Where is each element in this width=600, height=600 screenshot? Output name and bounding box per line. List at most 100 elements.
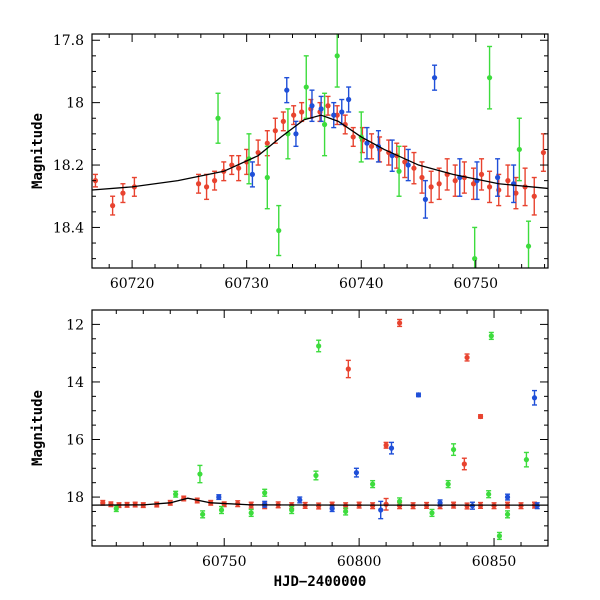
data-point: [216, 494, 222, 501]
marker: [100, 500, 106, 506]
marker: [216, 494, 222, 500]
marker: [431, 75, 438, 81]
marker: [173, 491, 179, 497]
top-axes-frame: [91, 33, 549, 269]
data-point: [108, 501, 114, 508]
marker: [325, 103, 331, 109]
data-point: [343, 507, 349, 516]
marker: [321, 121, 328, 128]
marker: [402, 159, 408, 165]
marker: [523, 457, 530, 463]
marker: [299, 109, 305, 115]
data-point: [474, 161, 480, 201]
data-point: [516, 117, 522, 182]
data-point: [316, 339, 322, 353]
data-point: [428, 170, 434, 204]
marker: [339, 109, 345, 115]
data-point: [486, 45, 493, 110]
data-point: [472, 226, 478, 268]
marker: [120, 190, 126, 196]
bottom-y-axis-title: Magnitude: [30, 390, 46, 466]
marker: [272, 128, 278, 134]
y-tick-label: 18.2: [53, 158, 84, 174]
data-point: [297, 496, 303, 504]
data-point: [113, 505, 119, 513]
marker: [450, 446, 457, 453]
marker: [477, 413, 484, 420]
data-point: [331, 101, 337, 129]
data-point: [457, 158, 463, 197]
data-point: [276, 204, 282, 257]
marker: [396, 320, 403, 326]
marker: [513, 190, 519, 196]
marker: [264, 174, 270, 181]
data-point: [110, 195, 116, 216]
data-point: [396, 497, 403, 506]
marker: [215, 115, 221, 121]
marker: [350, 134, 356, 140]
data-point: [383, 441, 389, 449]
data-point: [303, 55, 309, 119]
data-point: [195, 173, 202, 194]
marker: [316, 503, 322, 509]
marker: [486, 75, 493, 81]
y-tick-label: 18: [66, 96, 84, 112]
data-point: [422, 179, 429, 219]
marker: [293, 131, 299, 137]
marker: [429, 510, 435, 516]
data-point: [370, 479, 376, 489]
data-point: [378, 500, 384, 520]
data-point: [345, 359, 351, 379]
data-point: [203, 173, 210, 201]
data-point: [511, 164, 517, 204]
marker: [108, 501, 114, 507]
marker: [370, 481, 376, 487]
top-panel: 60720 60730 60740 60750 17.8 18 18.2 18.4 Magnit…: [30, 33, 549, 292]
data-point: [470, 167, 477, 201]
x-tick-label: 60740: [339, 276, 384, 292]
data-point: [411, 151, 417, 185]
top-y-axis-title: Magnitude: [30, 113, 46, 189]
marker: [329, 505, 335, 512]
marker: [346, 96, 352, 103]
data-point: [211, 170, 218, 191]
data-point: [464, 353, 470, 362]
marker: [318, 106, 324, 112]
marker: [445, 481, 451, 487]
data-point: [215, 92, 221, 144]
top-model-curve: [92, 114, 548, 191]
marker: [218, 507, 225, 513]
marker: [262, 490, 268, 496]
marker: [264, 140, 270, 146]
x-tick-label: 60750: [454, 276, 499, 292]
x-tick-label: 60850: [472, 554, 517, 570]
marker: [289, 507, 295, 513]
marker: [525, 243, 532, 249]
data-point: [419, 161, 425, 194]
data-point: [461, 457, 467, 471]
marker: [309, 103, 315, 109]
data-point: [431, 64, 438, 91]
marker: [297, 497, 303, 503]
marker: [110, 203, 116, 209]
marker: [195, 181, 202, 187]
marker: [343, 508, 349, 515]
bottom-panel: 60750 60800 60850 12 14 16 18 Magnitude HJD−2400…: [30, 309, 549, 590]
marker: [200, 511, 206, 517]
data-point: [464, 502, 470, 510]
data-point: [346, 86, 352, 113]
marker: [486, 184, 493, 190]
top-series-1: [92, 95, 547, 216]
marker: [316, 343, 322, 349]
marker: [436, 181, 442, 187]
marker: [353, 470, 360, 476]
data-point: [248, 508, 254, 518]
marker: [345, 366, 351, 372]
data-point: [249, 161, 256, 188]
data-point: [325, 95, 331, 116]
marker: [276, 227, 282, 234]
data-point: [505, 164, 511, 197]
marker: [504, 511, 511, 517]
data-point: [218, 505, 225, 515]
